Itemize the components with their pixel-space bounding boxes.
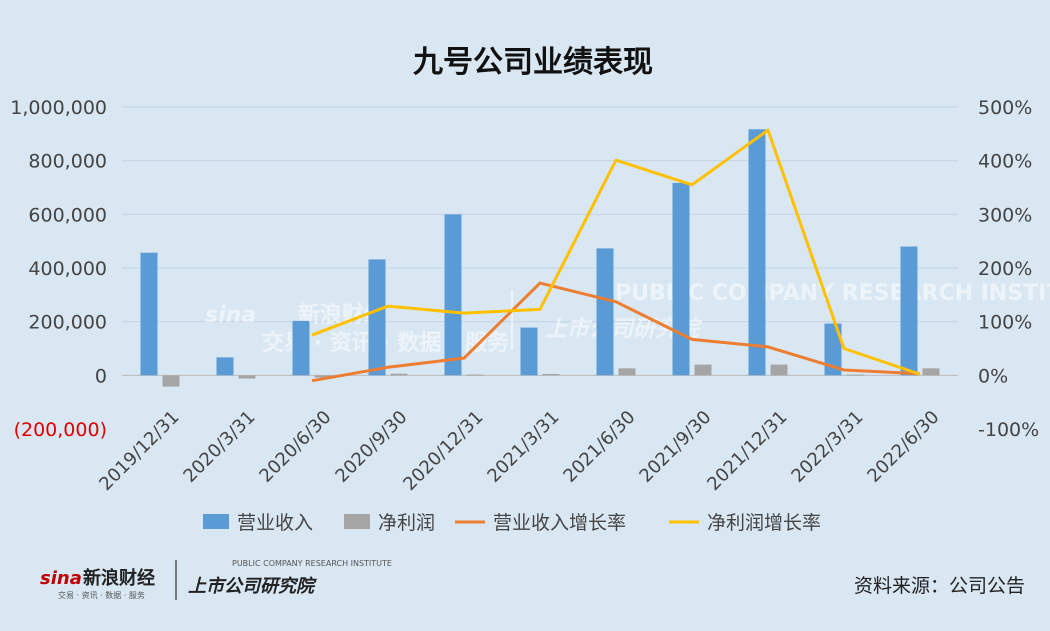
bar-net-profit xyxy=(390,373,408,376)
bars-group xyxy=(140,129,940,387)
footer-institute-en: PUBLIC COMPANY RESEARCH INSTITUTE xyxy=(232,559,392,568)
right-tick-label: 300% xyxy=(978,204,1032,226)
footer-brand: 新浪财经 xyxy=(83,567,155,589)
chart-title: 九号公司业绩表现 xyxy=(413,45,653,80)
left-tick-label: 800,000 xyxy=(28,151,107,173)
x-tick-label: 2020/9/30 xyxy=(331,407,411,487)
right-tick-label: 200% xyxy=(978,258,1032,280)
bar-net-profit xyxy=(238,375,256,379)
bar-revenue xyxy=(748,129,766,376)
left-axis-ticks: 1,000,000 800,000 600,000 400,000 200,000 0 (2… xyxy=(10,97,107,441)
left-tick-label: 600,000 xyxy=(28,204,107,226)
x-tick-label: 2020/3/31 xyxy=(179,407,259,487)
bar-net-profit xyxy=(542,373,560,376)
x-tick-label: 2021/9/30 xyxy=(635,407,715,487)
bar-revenue xyxy=(596,248,614,376)
bar-revenue xyxy=(900,246,918,376)
bar-revenue xyxy=(520,327,538,376)
x-tick-label: 2020/6/30 xyxy=(255,407,335,487)
left-tick-label: 0 xyxy=(95,365,107,387)
right-axis-ticks: 500% 400% 300% 200% 100% 0% -100% xyxy=(978,97,1039,441)
line-profit-growth xyxy=(311,128,921,376)
bar-revenue xyxy=(444,214,462,376)
legend-label: 净利润增长率 xyxy=(707,512,821,534)
bar-net-profit xyxy=(466,374,484,376)
left-tick-label: (200,000) xyxy=(14,419,107,441)
right-tick-label: 500% xyxy=(978,97,1032,119)
right-tick-label: 100% xyxy=(978,312,1032,334)
bar-revenue xyxy=(216,357,234,376)
left-tick-label: 400,000 xyxy=(28,258,107,280)
lines-group xyxy=(311,128,921,383)
legend-swatch xyxy=(344,514,370,529)
bar-revenue xyxy=(292,320,310,376)
left-tick-label: 200,000 xyxy=(28,312,107,334)
bar-net-profit xyxy=(770,364,788,376)
bar-net-profit xyxy=(618,368,636,376)
grid-lines xyxy=(122,106,958,376)
right-tick-label: -100% xyxy=(978,419,1039,441)
legend-swatch xyxy=(203,514,229,529)
bar-net-profit xyxy=(694,364,712,376)
bar-revenue xyxy=(140,252,158,376)
footer-sina-logo: sina xyxy=(40,568,82,589)
line-revenue-growth xyxy=(311,281,921,383)
right-tick-label: 400% xyxy=(978,151,1032,173)
footer-logo: sina 新浪财经 交易 · 资讯 · 数据 · 服务 上市公司研究院 PUBL… xyxy=(40,559,392,600)
left-tick-label: 1,000,000 xyxy=(10,97,107,119)
watermark: sina 新浪财经 交易 · 资讯 · 数据 · 服务 上市公司研究院 PUBL… xyxy=(205,281,1050,356)
legend-label: 营业收入增长率 xyxy=(493,512,626,534)
bar-net-profit xyxy=(162,375,180,387)
watermark-sina-logo: sina xyxy=(205,303,256,328)
x-tick-label: 2020/12/31 xyxy=(399,407,487,495)
footer-brand-sub: 交易 · 资讯 · 数据 · 服务 xyxy=(58,590,145,600)
bar-revenue xyxy=(824,323,842,376)
x-tick-label: 2019/12/31 xyxy=(95,407,183,495)
bar-net-profit xyxy=(846,374,864,376)
bar-revenue xyxy=(368,259,386,376)
legend-label: 营业收入 xyxy=(237,512,313,534)
x-tick-label: 2021/12/31 xyxy=(703,407,791,495)
right-tick-label: 0% xyxy=(978,365,1008,387)
legend-label: 净利润 xyxy=(378,512,435,534)
source-note: 资料来源：公司公告 xyxy=(854,575,1025,597)
x-axis-ticks: 2019/12/312020/3/312020/6/302020/9/30202… xyxy=(95,407,943,495)
x-tick-label: 2021/3/31 xyxy=(483,407,563,487)
bar-net-profit xyxy=(314,375,332,378)
bar-net-profit xyxy=(922,368,940,376)
bar-revenue xyxy=(672,182,690,376)
footer-institute: 上市公司研究院 xyxy=(188,576,317,597)
x-tick-label: 2021/6/30 xyxy=(559,407,639,487)
legend: 营业收入 净利润 营业收入增长率 净利润增长率 xyxy=(203,512,821,534)
x-tick-label: 2022/3/31 xyxy=(787,407,867,487)
x-tick-label: 2022/6/30 xyxy=(863,407,943,487)
